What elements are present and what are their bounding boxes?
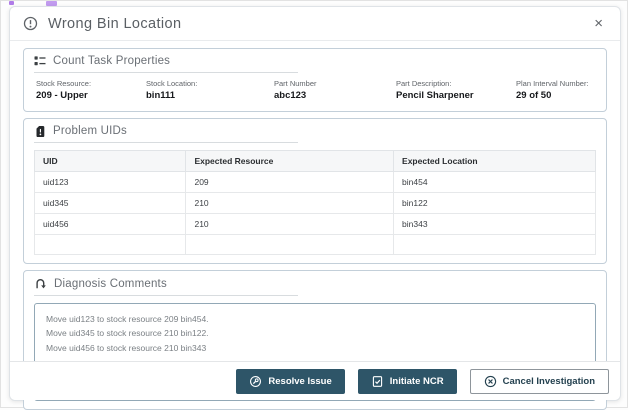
warning-circle-icon xyxy=(23,16,38,31)
field-label: Stock Resource: xyxy=(36,79,92,88)
problem-uids-card: Problem UIDs UID Expected Resource Expec… xyxy=(23,118,607,264)
u-turn-arrow-icon xyxy=(34,277,47,290)
table-row[interactable]: uid123 209 bin454 xyxy=(33,171,596,193)
document-check-icon xyxy=(371,375,384,388)
cell-uid: uid456 xyxy=(33,213,187,235)
cell-uid: uid345 xyxy=(33,192,187,214)
cell-expected-resource: 210 xyxy=(185,192,395,214)
cancel-investigation-label: Cancel Investigation xyxy=(502,375,595,387)
column-header-expected-location: Expected Location xyxy=(393,150,596,172)
cell-expected-location xyxy=(393,234,596,255)
problem-uids-title: Problem UIDs xyxy=(53,125,127,137)
column-header-expected-resource: Expected Resource xyxy=(185,150,395,172)
field-part-description: Part Description: Pencil Sharpener xyxy=(396,79,516,101)
field-stock-location: Stock Location: bin111 xyxy=(146,79,274,101)
cell-expected-resource: 210 xyxy=(185,213,395,235)
field-value: abc123 xyxy=(274,90,307,101)
table-row[interactable]: uid345 210 bin122 xyxy=(33,192,596,214)
count-task-properties-card: Count Task Properties Stock Resource: 20… xyxy=(23,48,607,112)
cell-expected-location: bin454 xyxy=(393,171,596,193)
diagnosis-comments-header: Diagnosis Comments xyxy=(34,277,299,296)
field-stock-resource: Stock Resource: 209 - Upper xyxy=(36,79,146,101)
field-value: 29 of 50 xyxy=(516,90,552,101)
dialog-title: Wrong Bin Location xyxy=(48,15,182,32)
table-row[interactable]: uid456 210 bin343 xyxy=(33,213,596,235)
field-label: Part Description: xyxy=(396,79,452,88)
list-icon xyxy=(34,55,46,67)
cancel-circle-x-icon xyxy=(484,375,497,388)
cell-uid: uid123 xyxy=(33,171,187,193)
field-value: bin111 xyxy=(146,90,176,101)
count-task-properties-header: Count Task Properties xyxy=(34,55,299,73)
diagnosis-comments-title: Diagnosis Comments xyxy=(54,277,167,290)
background-text-artifact xyxy=(46,1,57,6)
initiate-ncr-button[interactable]: Initiate NCR xyxy=(357,368,457,394)
field-label: Stock Location: xyxy=(146,79,198,88)
problem-uids-header: Problem UIDs xyxy=(34,125,299,143)
resolve-issue-button[interactable]: Resolve Issue xyxy=(236,368,345,394)
count-task-properties-title: Count Task Properties xyxy=(53,55,171,67)
dialog-body: Count Task Properties Stock Resource: 20… xyxy=(10,41,620,410)
field-value: 209 - Upper xyxy=(36,90,88,101)
cell-expected-location: bin122 xyxy=(393,192,596,214)
field-value: Pencil Sharpener xyxy=(396,90,474,101)
resolve-issue-label: Resolve Issue xyxy=(268,375,332,387)
resolve-wrench-circle-icon xyxy=(249,375,262,388)
field-part-number: Part Number abc123 xyxy=(274,79,396,101)
table-row-empty[interactable] xyxy=(33,234,596,255)
dialog-header: Wrong Bin Location × xyxy=(10,7,620,41)
field-label: Plan Interval Number: xyxy=(516,79,589,88)
column-header-uid: UID xyxy=(33,150,187,172)
wrong-bin-location-dialog: Wrong Bin Location × Count Task Properti… xyxy=(9,6,621,410)
problem-uids-table: UID Expected Resource Expected Location … xyxy=(33,150,596,255)
cancel-investigation-button[interactable]: Cancel Investigation xyxy=(469,368,609,394)
field-plan-interval-number: Plan Interval Number: 29 of 50 xyxy=(516,79,596,101)
dialog-footer: Resolve Issue Initiate NCR Cancel Invest… xyxy=(10,361,620,400)
cell-uid xyxy=(33,234,187,255)
table-header-row: UID Expected Resource Expected Location xyxy=(33,150,596,172)
cell-expected-resource xyxy=(185,234,395,255)
initiate-ncr-label: Initiate NCR xyxy=(389,375,444,387)
diagnosis-comments-textarea[interactable]: Move uid123 to stock resource 209 bin454… xyxy=(34,303,596,401)
cell-expected-location: bin343 xyxy=(393,213,596,235)
cell-expected-resource: 209 xyxy=(185,171,395,193)
background-text-artifact xyxy=(9,1,14,5)
count-task-fields: Stock Resource: 209 - Upper Stock Locati… xyxy=(34,73,596,103)
field-label: Part Number xyxy=(274,79,317,88)
close-icon[interactable]: × xyxy=(590,14,607,33)
problem-alert-icon xyxy=(34,125,46,137)
